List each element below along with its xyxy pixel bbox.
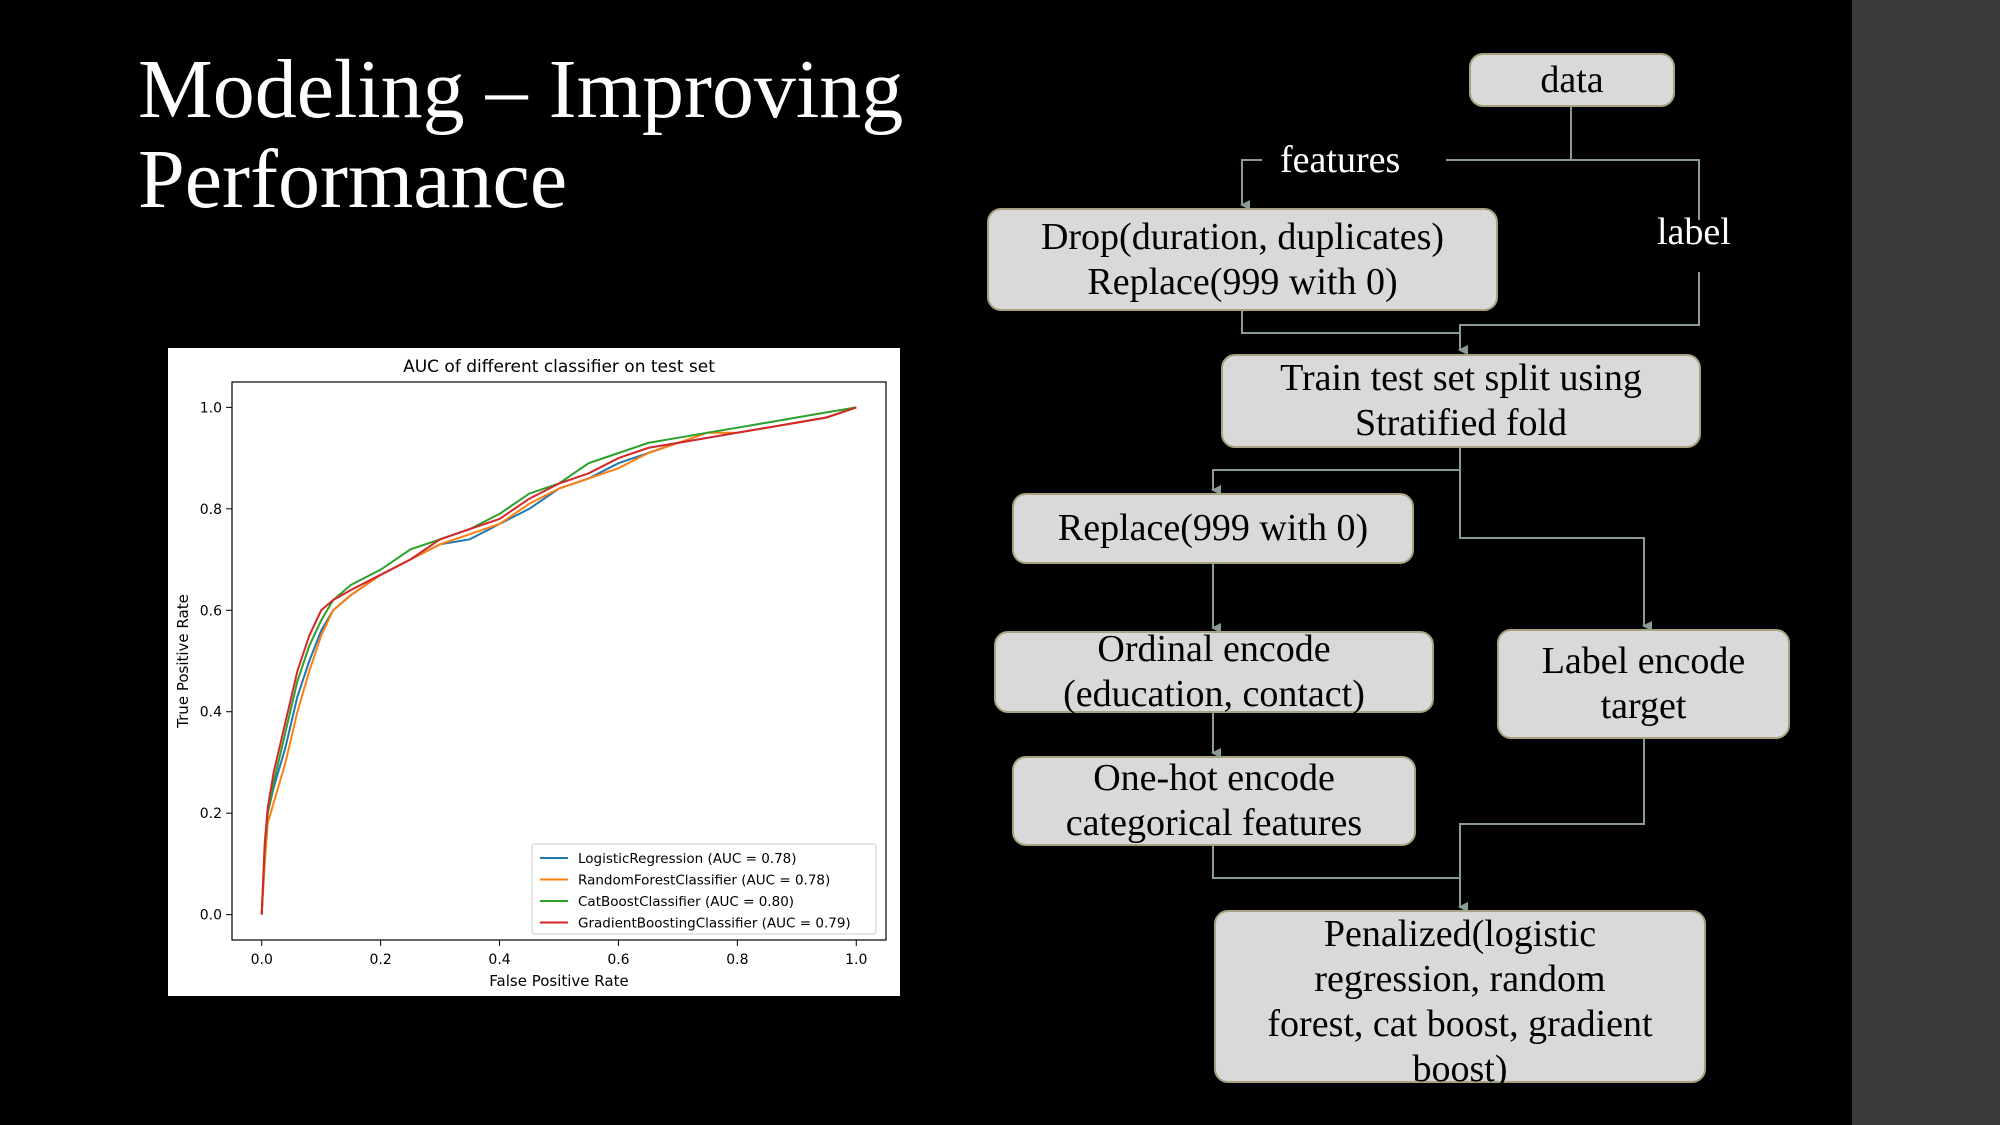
- connector-split-replace: [1211, 448, 1461, 495]
- node-penalized-line3: forest, cat boost, gradient: [1267, 1003, 1653, 1045]
- node-drop-line2: Replace(999 with 0): [1087, 260, 1398, 303]
- plot-frame: [231, 381, 887, 941]
- node-penalized-line4: boost): [1412, 1048, 1508, 1090]
- x-tick-label-3: 0.6: [607, 952, 629, 968]
- slide-title: Modeling – Improving Performance: [138, 45, 1038, 225]
- node-ordinal-line1: Ordinal encode: [1097, 628, 1331, 670]
- node-onehot-line2: categorical features: [1065, 802, 1363, 844]
- x-tick-label-5: 1.0: [845, 952, 867, 968]
- features-label: features: [1280, 139, 1401, 181]
- legend-label-2: CatBoostClassifier (AUC = 0.80): [578, 894, 794, 910]
- node-ordinal-line2: (education, contact): [1063, 673, 1365, 715]
- legend-box: [531, 843, 877, 935]
- node-one-hot-encode: One-hot encode categorical features: [1012, 756, 1416, 846]
- node-labelencode-line2: target: [1600, 685, 1687, 727]
- series-line-1: [260, 406, 857, 915]
- node-split-line2: Stratified fold: [1354, 402, 1568, 444]
- y-axis-label: True Positive Rate: [174, 594, 192, 729]
- legend-label-3: GradientBoostingClassifier (AUC = 0.79): [578, 916, 851, 932]
- y-tick-label-4: 0.8: [200, 502, 222, 518]
- x-tick-label-2: 0.4: [488, 952, 510, 968]
- node-onehot-line1: One-hot encode: [1093, 757, 1335, 799]
- label-label: label: [1657, 211, 1731, 253]
- node-label-encode: Label encode target: [1497, 629, 1790, 739]
- right-sidebar: [1852, 0, 2000, 1125]
- connector-labelencode-penalized: [1458, 739, 1645, 912]
- title-line-2: Performance: [138, 133, 568, 226]
- node-penalized-line1: Penalized(logistic: [1323, 913, 1597, 955]
- y-tick-label-1: 0.2: [200, 806, 222, 822]
- node-train-test-split: Train test set split using Stratified fo…: [1221, 354, 1701, 448]
- y-tick-label-2: 0.4: [200, 705, 222, 721]
- y-tick-label-3: 0.6: [200, 603, 222, 619]
- legend-label-0: LogisticRegression (AUC = 0.78): [578, 851, 797, 867]
- chart-title: AUC of different classifier on test set: [403, 357, 715, 377]
- node-drop-line1: Drop(duration, duplicates): [1040, 215, 1445, 258]
- x-tick-label-1: 0.2: [370, 952, 392, 968]
- flowchart-connectors: [1211, 106, 1700, 912]
- connector-features: [1242, 159, 1571, 205]
- connector-split-labelencode: [1459, 470, 1652, 631]
- roc-chart: AUC of different classifier on test set 0…: [174, 357, 887, 990]
- slide: Modeling – Improving Performance AUC of …: [138, 44, 1790, 1090]
- node-replace-label: Replace(999 with 0): [1057, 507, 1369, 549]
- y-tick-label-5: 1.0: [200, 400, 222, 416]
- node-drop-replace: Drop(duration, duplicates) Replace(999 w…: [987, 208, 1498, 311]
- node-data: data: [1469, 53, 1675, 107]
- node-labelencode-line1: Label encode: [1541, 640, 1746, 682]
- node-ordinal-encode: Ordinal encode (education, contact): [994, 628, 1434, 715]
- node-data-label: data: [1540, 58, 1604, 101]
- connector-onehot-penalized: [1212, 846, 1468, 912]
- node-split-line1: Train test set split using: [1280, 357, 1642, 399]
- title-line-1: Modeling – Improving: [138, 43, 904, 136]
- node-replace: Replace(999 with 0): [1012, 493, 1414, 564]
- connector-drop-split: [1241, 310, 1468, 355]
- series-line-3: [260, 406, 857, 915]
- x-axis-label: False Positive Rate: [489, 972, 628, 990]
- roc-chart-panel: AUC of different classifier on test set 0…: [168, 348, 900, 996]
- x-tick-label-0: 0.0: [251, 952, 273, 968]
- node-penalized-models: Penalized(logistic regression, random fo…: [1214, 910, 1706, 1090]
- node-penalized-line2: regression, random: [1314, 958, 1606, 1000]
- x-tick-label-4: 0.8: [726, 952, 748, 968]
- y-tick-label-0: 0.0: [200, 908, 222, 924]
- legend-label-1: RandomForestClassifier (AUC = 0.78): [578, 873, 830, 889]
